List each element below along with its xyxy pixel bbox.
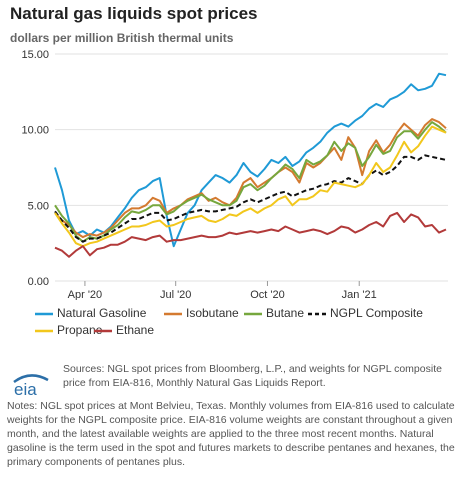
eia-logo: eia [13, 374, 49, 398]
legend-row: Propane Ethane [35, 323, 435, 340]
series-line-natural-gasoline [54, 72, 447, 248]
legend-swatch-icon [308, 312, 326, 316]
line-chart: 0.00 5.00 10.00 15.00 Apr '20 Jul '20 Oct '20 J… [21, 49, 448, 300]
chart-subtitle: dollars per million British thermal unit… [10, 31, 234, 45]
y-tick-label: 5.00 [28, 200, 49, 212]
legend-item-ethane[interactable]: Ethane [94, 323, 154, 337]
series-line-ethane [54, 211, 447, 258]
y-tick-label: 15.00 [21, 49, 49, 61]
sources-note: Sources: NGL spot prices from Bloomberg,… [63, 363, 442, 389]
legend-swatch-icon [164, 312, 182, 316]
legend-label: Natural Gasoline [57, 306, 147, 320]
legend-item-natural-gasoline[interactable]: Natural Gasoline [35, 306, 146, 320]
chart-legend: Natural Gasoline Isobutane Butane NGPL C… [35, 306, 435, 340]
notes-text: Notes: NGL spot prices at Mont Belvieu, … [7, 400, 455, 468]
legend-swatch-icon [35, 312, 53, 316]
series-line-propane [54, 125, 447, 248]
legend-label: Propane [57, 323, 103, 337]
legend-swatch-icon [244, 312, 262, 316]
chart-title: Natural gas liquids spot prices [10, 4, 258, 23]
series-line-ngpl-composite [54, 154, 447, 243]
legend-label: Butane [266, 306, 305, 320]
y-tick-label: 10.00 [21, 125, 49, 137]
legend-label: Isobutane [186, 306, 239, 320]
x-tick-label: Apr '20 [68, 289, 103, 300]
legend-item-isobutane[interactable]: Isobutane [164, 306, 239, 320]
y-tick-label: 0.00 [28, 276, 49, 288]
legend-swatch-icon [35, 329, 53, 333]
legend-label: NGPL Composite [330, 306, 423, 320]
legend-swatch-icon [94, 329, 112, 333]
legend-label: Ethane [116, 323, 155, 337]
legend-row: Natural Gasoline Isobutane Butane NGPL C… [35, 306, 435, 323]
eia-logo-text: eia [14, 380, 37, 398]
legend-item-propane[interactable]: Propane [35, 323, 102, 337]
legend-item-butane[interactable]: Butane [244, 306, 304, 320]
series-line-butane [54, 121, 447, 243]
legend-item-ngpl-composite[interactable]: NGPL Composite [308, 306, 423, 320]
x-tick-label: Oct '20 [250, 289, 285, 300]
x-tick-label: Jan '21 [342, 289, 377, 300]
series-line-isobutane [54, 118, 447, 239]
x-tick-label: Jul '20 [160, 289, 191, 300]
